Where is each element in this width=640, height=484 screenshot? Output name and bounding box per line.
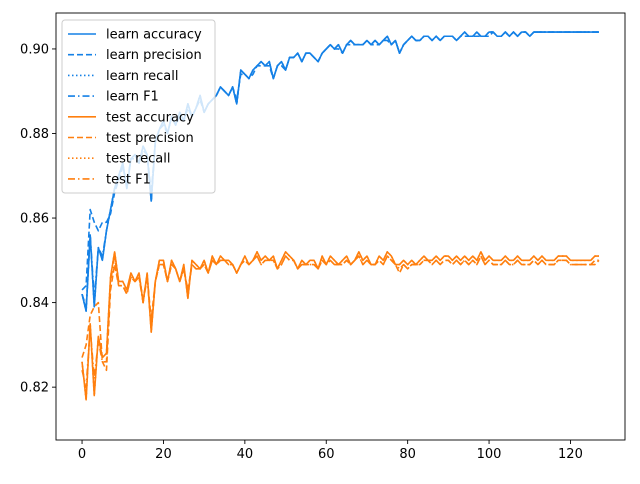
y-tick-label: 0.84 xyxy=(20,296,49,311)
axes-layer: 0 20 40 60 80 100 120 0.82 0.84 0.86 0.88 0.90 xyxy=(20,12,626,462)
legend-label: learn F1 xyxy=(106,90,159,105)
x-tick-label: 60 xyxy=(318,447,335,462)
legend-label: test recall xyxy=(106,152,171,167)
legend-label: test F1 xyxy=(106,172,151,187)
legend-label: learn precision xyxy=(106,48,202,63)
plot-frame xyxy=(55,12,626,441)
x-tick-label: 120 xyxy=(558,447,583,462)
legend: learn accuracy learn precision learn recal… xyxy=(61,19,216,194)
legend-label: test accuracy xyxy=(106,110,194,125)
y-tick-label: 0.82 xyxy=(20,381,49,396)
x-tick-label: 80 xyxy=(399,447,416,462)
x-tick-label: 40 xyxy=(237,447,254,462)
y-tick-label: 0.90 xyxy=(20,42,49,57)
series-line-test-f1 xyxy=(81,255,599,388)
y-tick-label: 0.88 xyxy=(20,127,49,142)
legend-box xyxy=(61,19,216,194)
series-line-test-precision xyxy=(81,255,600,372)
legend-label: learn accuracy xyxy=(106,28,202,43)
legend-label: test precision xyxy=(106,131,194,146)
x-tick-label: 100 xyxy=(477,447,502,462)
y-tick-label: 0.86 xyxy=(20,212,49,227)
legend-label: learn recall xyxy=(106,69,178,84)
x-tick-label: 20 xyxy=(155,447,172,462)
x-tick-label: 0 xyxy=(78,447,86,462)
